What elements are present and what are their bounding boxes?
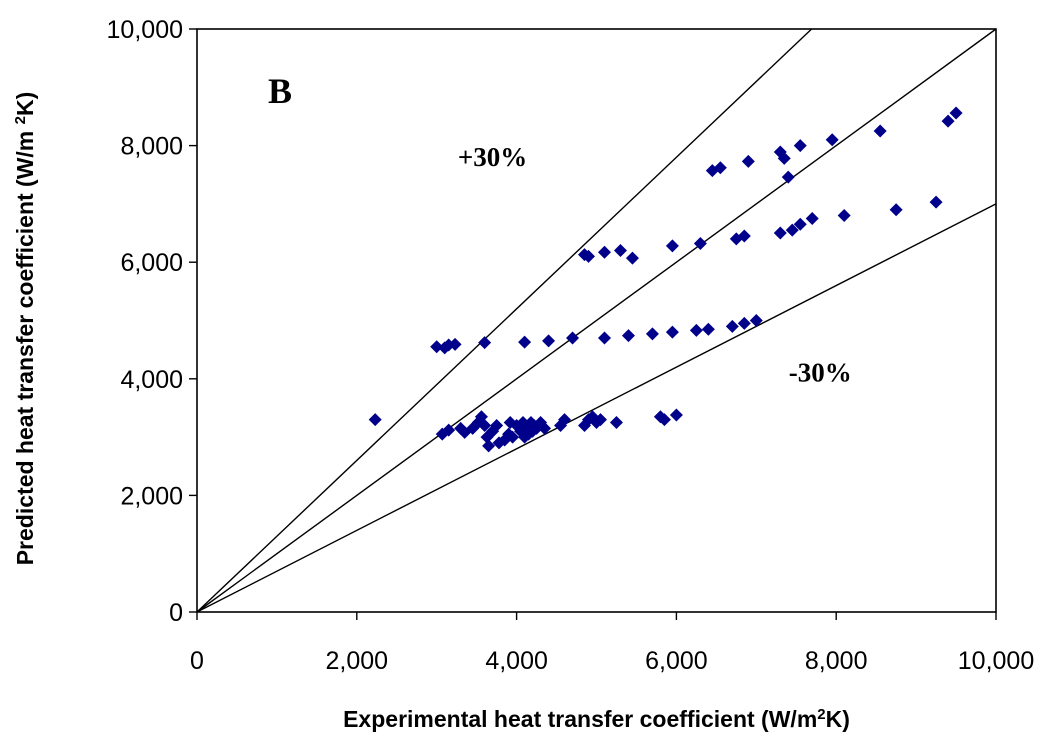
- y-tick-label: 4,000: [120, 366, 183, 394]
- data-point: [805, 211, 819, 225]
- data-point: [689, 323, 703, 337]
- reference-line-1: [196, 28, 997, 613]
- data-point: [889, 203, 903, 217]
- data-point: [597, 331, 611, 345]
- data-point: [430, 340, 444, 354]
- data-point: [781, 170, 795, 184]
- panel-label: B: [268, 71, 292, 111]
- data-point: [478, 418, 492, 432]
- data-point: [613, 244, 627, 258]
- data-point: [368, 413, 382, 427]
- y-tick-label: 6,000: [120, 249, 183, 277]
- y-axis-title-text: Predicted heat transfer coefficient (W/m: [12, 124, 38, 565]
- data-point: [793, 139, 807, 153]
- x-tick-label: 4,000: [485, 647, 548, 675]
- data-point: [448, 337, 462, 351]
- data-point: [741, 154, 755, 168]
- y-tick-label: 2,000: [120, 482, 183, 510]
- data-point: [941, 114, 955, 128]
- data-point: [777, 151, 791, 165]
- data-point: [490, 418, 504, 432]
- reference-lines: [196, 28, 997, 613]
- data-point: [949, 106, 963, 120]
- x-tick-label: 0: [190, 647, 204, 675]
- reference-line-2: [196, 203, 997, 613]
- data-point: [442, 423, 456, 437]
- x-axis-ticks: 0 2,000 4,000 6,000 8,000 10,000: [190, 612, 1034, 675]
- data-point: [609, 416, 623, 430]
- data-point: [593, 413, 607, 427]
- data-point: [725, 319, 739, 333]
- data-point: [621, 329, 635, 343]
- data-point: [669, 408, 683, 422]
- y-axis-title-text-end: K): [12, 92, 38, 116]
- data-point: [506, 430, 520, 444]
- data-point: [665, 325, 679, 339]
- y-axis-title-superscript: 2: [12, 116, 29, 124]
- data-point: [538, 421, 552, 435]
- x-axis-title-text-end: K): [826, 706, 850, 732]
- y-axis-title-group: Predicted heat transfer coefficient (W/m…: [12, 92, 39, 566]
- data-point: [597, 245, 611, 259]
- y-tick-label: 8,000: [120, 133, 183, 161]
- x-axis-title-text: Experimental heat transfer coefficient (…: [343, 706, 817, 732]
- annotation-label: -30%: [789, 358, 852, 388]
- data-point: [737, 316, 751, 330]
- y-tick-label: 0: [169, 599, 183, 627]
- x-tick-label: 2,000: [326, 647, 389, 675]
- data-point: [773, 226, 787, 240]
- y-axis-title: Predicted heat transfer coefficient (W/m…: [12, 92, 39, 566]
- x-tick-label: 8,000: [805, 647, 868, 675]
- data-point: [749, 314, 763, 327]
- data-point: [582, 249, 596, 263]
- data-point: [701, 322, 715, 336]
- data-point: [737, 229, 751, 243]
- data-point: [542, 334, 556, 348]
- data-point: [825, 133, 839, 147]
- plot-area-frame: [196, 28, 997, 613]
- data-point: [478, 336, 492, 350]
- annotations: +30% -30%: [458, 142, 852, 388]
- data-point: [837, 209, 851, 223]
- data-point: [645, 327, 659, 341]
- data-point: [657, 413, 671, 427]
- data-point: [665, 239, 679, 253]
- annotation-label: +30%: [458, 142, 527, 172]
- x-tick-label: 10,000: [958, 647, 1034, 675]
- data-point: [518, 335, 532, 349]
- reference-line-0: [196, 28, 813, 613]
- data-point: [785, 223, 799, 237]
- data-point: [929, 195, 943, 209]
- x-axis-title: Experimental heat transfer coefficient (…: [343, 706, 850, 733]
- data-point: [625, 251, 639, 265]
- data-points: [368, 106, 963, 453]
- data-point: [566, 331, 580, 345]
- data-point: [558, 413, 572, 427]
- x-tick-label: 6,000: [645, 647, 708, 675]
- x-axis-title-superscript: 2: [817, 706, 825, 723]
- data-point: [713, 161, 727, 175]
- y-axis-ticks: 0 2,000 4,000 6,000 8,000 10,000: [107, 16, 197, 627]
- data-point: [693, 237, 707, 251]
- data-point: [793, 217, 807, 231]
- data-point: [873, 124, 887, 138]
- data-point: [482, 439, 496, 453]
- y-tick-label: 10,000: [107, 16, 183, 44]
